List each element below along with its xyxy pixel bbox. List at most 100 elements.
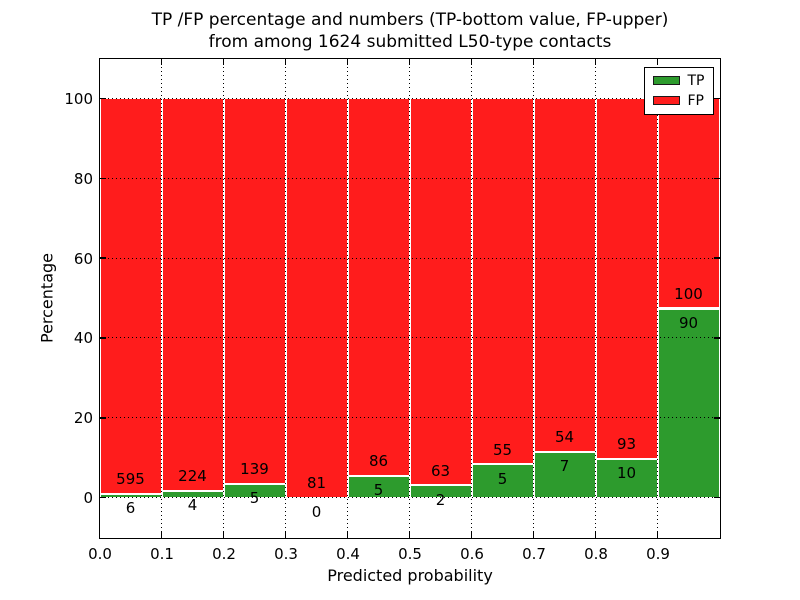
bar-fp-segment: [161, 98, 224, 491]
legend-entry-fp: FP: [652, 92, 705, 109]
gridline-x: [471, 58, 472, 538]
x-tick-mark: [594, 531, 597, 538]
gridline-x: [409, 58, 410, 538]
gridline-x: [223, 58, 224, 538]
y-tick-mark: [713, 257, 720, 259]
y-tick-mark: [713, 496, 720, 499]
x-tick-label: 0.5: [398, 545, 422, 563]
x-tick-mark: [284, 58, 287, 65]
x-tick-mark: [532, 58, 535, 65]
annotation-fp-count: 54: [554, 428, 575, 447]
x-tick-mark: [160, 531, 163, 538]
y-tick-label: 20: [73, 409, 93, 428]
annotation-fp-count: 63: [430, 461, 451, 480]
x-tick-mark: [160, 58, 163, 65]
x-tick-mark: [470, 531, 473, 538]
x-tick-mark: [470, 58, 473, 65]
y-tick-label: 80: [73, 169, 93, 188]
gridline-x: [347, 58, 348, 538]
x-tick-mark: [222, 531, 225, 538]
x-tick-label: 0.7: [522, 545, 546, 563]
bar-fp-segment: [409, 98, 472, 486]
annotation-tp-count: 5: [497, 469, 508, 488]
x-tick-mark: [408, 58, 411, 65]
annotation-fp-count: 86: [368, 452, 389, 471]
y-tick-mark: [99, 417, 106, 419]
x-tick-mark: [222, 58, 225, 65]
y-tick-mark: [99, 257, 106, 259]
y-tick-label: 60: [73, 249, 93, 268]
x-tick-label: 0.0: [88, 545, 112, 563]
bar-fp-segment: [99, 98, 162, 494]
y-tick-mark: [99, 337, 106, 339]
annotation-tp-count: 10: [616, 464, 637, 483]
x-tick-label: 0.2: [212, 545, 236, 563]
x-tick-mark: [656, 531, 659, 538]
gridline-x: [595, 58, 596, 538]
gridline-x: [657, 58, 658, 538]
x-tick-mark: [656, 58, 659, 65]
legend: TP FP: [643, 66, 714, 115]
bar-fp-segment: [285, 98, 348, 498]
y-tick-mark: [713, 337, 720, 339]
y-tick-label: 100: [64, 89, 93, 108]
chart-title-line1: TP /FP percentage and numbers (TP-bottom…: [151, 10, 669, 30]
gridline-x: [533, 58, 534, 538]
legend-entry-tp: TP: [652, 72, 705, 89]
x-tick-label: 0.1: [150, 545, 174, 563]
legend-swatch-tp-icon: [652, 76, 680, 85]
plot-area: TP FP 595 6 224 4 139 5 81 0 86 5 63 2 55 5 54 7 93 10 100…: [98, 57, 721, 539]
bar-fp-segment: [595, 98, 658, 459]
bar-tp-segment: [471, 464, 534, 498]
x-tick-mark: [284, 531, 287, 538]
y-tick-mark: [99, 97, 106, 100]
annotation-tp-count: 5: [373, 481, 384, 500]
legend-label-tp: TP: [687, 72, 705, 89]
x-tick-mark: [346, 531, 349, 538]
annotation-tp-count: 0: [311, 502, 322, 521]
legend-swatch-fp-icon: [652, 96, 680, 105]
x-tick-label: 0.4: [336, 545, 360, 563]
chart-title: TP /FP percentage and numbers (TP-bottom…: [100, 9, 720, 53]
x-tick-mark: [532, 531, 535, 538]
x-tick-label: 0.3: [274, 545, 298, 563]
annotation-tp-count: 4: [187, 495, 198, 514]
bar-tp-segment: [657, 308, 720, 498]
y-tick-label: 0: [83, 489, 93, 508]
bar-fp-segment: [471, 98, 534, 465]
y-tick-mark: [713, 417, 720, 419]
x-tick-label: 0.8: [584, 545, 608, 563]
y-tick-mark: [713, 177, 720, 179]
x-tick-label: 0.6: [460, 545, 484, 563]
bar-fp-segment: [347, 98, 410, 476]
x-tick-mark: [408, 531, 411, 538]
bar-fp-segment: [223, 98, 286, 484]
gridline-x: [285, 58, 286, 538]
y-tick-mark: [713, 97, 720, 100]
chart-title-line2: from among 1624 submitted L50-type conta…: [208, 32, 612, 52]
annotation-tp-count: 5: [249, 489, 260, 508]
annotation-fp-count: 224: [178, 467, 207, 486]
annotation-tp-count: 6: [125, 498, 136, 517]
annotation-fp-count: 55: [492, 440, 513, 459]
gridline-x: [161, 58, 162, 538]
annotation-tp-count: 90: [678, 313, 699, 332]
bar-fp-segment: [533, 98, 596, 452]
y-tick-mark: [99, 177, 106, 179]
annotation-tp-count: 7: [559, 457, 570, 476]
annotation-fp-count: 81: [306, 474, 327, 493]
annotation-fp-count: 93: [616, 435, 637, 454]
annotation-tp-count: 2: [435, 490, 446, 509]
x-tick-mark: [594, 58, 597, 65]
bar-fp-segment: [657, 98, 720, 309]
y-tick-label: 40: [73, 329, 93, 348]
x-tick-label: 0.9: [646, 545, 670, 563]
annotation-fp-count: 595: [116, 470, 145, 489]
x-tick-mark: [98, 531, 101, 538]
annotation-fp-count: 139: [240, 460, 269, 479]
annotation-fp-count: 100: [674, 285, 703, 304]
x-axis-label: Predicted probability: [327, 566, 493, 585]
x-tick-mark: [346, 58, 349, 65]
legend-label-fp: FP: [687, 92, 705, 109]
